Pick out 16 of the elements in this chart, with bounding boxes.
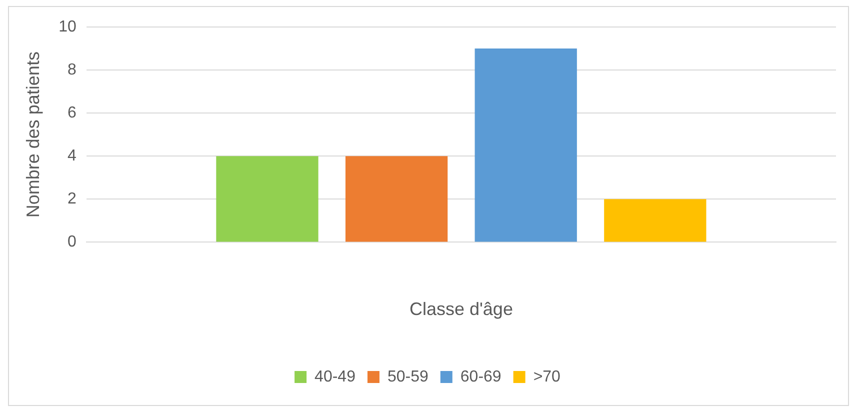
bar	[345, 156, 448, 242]
y-tick-label: 6	[67, 104, 76, 122]
bar	[604, 199, 706, 242]
legend-label: >70	[533, 368, 561, 386]
y-tick-label: 4	[67, 148, 76, 165]
y-tick-label: 8	[67, 61, 76, 78]
legend-label: 40-49	[314, 368, 356, 386]
y-tick-label: 10	[58, 18, 76, 36]
legend-label: 60-69	[460, 368, 502, 386]
y-tick-label: 2	[67, 190, 76, 208]
y-tick-label: 0	[67, 234, 76, 251]
legend-label: 50-59	[387, 368, 428, 386]
y-axis-title: Nombre des patients	[22, 52, 43, 218]
x-axis-title: Classe d'âge	[409, 299, 513, 320]
bar	[474, 48, 577, 242]
bar	[216, 156, 318, 242]
